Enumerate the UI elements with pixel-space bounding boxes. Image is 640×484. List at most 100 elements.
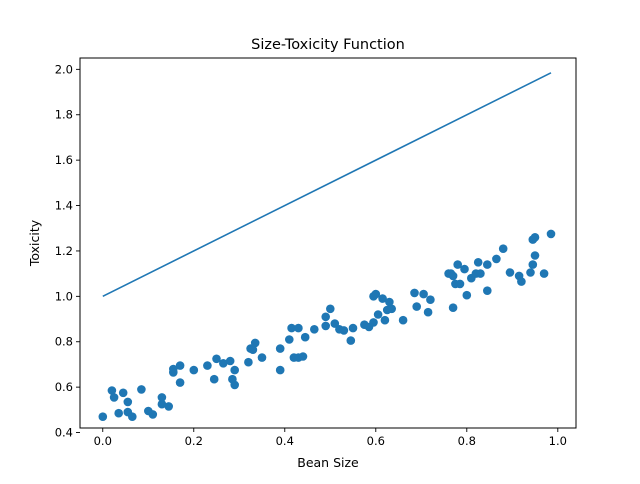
x-tick-label: 0.8: [458, 434, 476, 448]
chart-title: Size-Toxicity Function: [251, 37, 405, 53]
scatter-point: [483, 286, 492, 296]
scatter-point: [410, 288, 419, 298]
scatter-point: [530, 233, 540, 242]
x-axis-label: Bean Size: [297, 455, 359, 470]
scatter-point: [164, 402, 173, 411]
scatter-point: [298, 352, 308, 361]
scatter-point: [498, 244, 508, 253]
scatter-point: [230, 380, 239, 390]
scatter-point: [505, 268, 515, 277]
y-tick-label: 1.6: [55, 153, 73, 167]
scatter-point: [128, 412, 137, 422]
scatter-point: [326, 304, 335, 314]
scatter-point: [123, 397, 133, 407]
scatter-point: [175, 378, 185, 387]
scatter-point: [114, 408, 123, 418]
scatter-point: [294, 323, 303, 333]
scatter-point: [225, 356, 235, 366]
y-tick-label: 1.4: [55, 199, 73, 213]
scatter-point: [387, 304, 397, 314]
scatter-point: [380, 315, 390, 325]
scatter-point: [189, 365, 199, 375]
scatter-point: [426, 295, 435, 305]
scatter-point: [287, 323, 296, 333]
scatter-point: [107, 386, 117, 395]
scatter-point: [453, 260, 463, 269]
scatter-point: [373, 310, 383, 319]
scatter-point: [330, 319, 340, 328]
scatter-point: [378, 294, 387, 303]
scatter-point: [169, 368, 178, 377]
scatter-point: [321, 312, 331, 322]
x-tick-label: 1.0: [549, 434, 567, 448]
scatter-point: [462, 290, 472, 300]
y-axis-label: Toxicity: [27, 219, 42, 267]
scatter-point: [346, 336, 356, 345]
scatter-point: [539, 269, 549, 278]
plot-area: [98, 72, 556, 422]
scatter-point: [118, 388, 128, 398]
scatter-point: [310, 325, 319, 334]
scatter-point: [203, 361, 212, 370]
scatter-point: [385, 297, 394, 307]
scatter-point: [492, 254, 501, 264]
scatter-point: [109, 393, 119, 402]
scatter-point: [371, 289, 381, 299]
scatter-point: [517, 277, 526, 286]
scatter-point: [419, 289, 428, 299]
scatter-point: [321, 321, 331, 331]
x-tick-label: 0.4: [276, 434, 294, 448]
y-tick-label: 0.4: [55, 426, 73, 440]
y-tick-label: 2.0: [55, 62, 73, 76]
scatter-point: [528, 260, 538, 269]
scatter-point: [398, 315, 408, 325]
plot-frame: [79, 57, 577, 429]
x-tick-label: 0.0: [94, 434, 112, 448]
scatter-point: [137, 385, 146, 394]
scatter-point: [423, 307, 433, 317]
scatter-point: [250, 338, 260, 348]
scatter-point: [546, 229, 556, 239]
scatter-point: [98, 412, 108, 422]
scatter-point: [157, 393, 167, 402]
scatter-point: [209, 374, 219, 384]
scatter-point: [275, 365, 285, 375]
y-tick-label: 1.8: [55, 108, 73, 122]
scatter-point: [339, 326, 349, 335]
scatter-point: [230, 365, 239, 375]
scatter-point: [348, 323, 358, 333]
y-tick-label: 0.8: [55, 335, 73, 349]
axis-ticks: 0.0 0.2 0.4 0.6 0.8 1.0 0.4 0.6 0.8 1.0 1.2 1.4 1.6 1…: [55, 62, 567, 448]
scatter-point: [483, 260, 492, 269]
x-tick-label: 0.6: [367, 434, 385, 448]
x-tick-label: 0.2: [185, 434, 203, 448]
y-tick-label: 1.2: [55, 244, 73, 258]
y-tick-label: 1.0: [55, 289, 73, 303]
scatter-point: [244, 357, 253, 367]
scatter-point: [455, 279, 465, 289]
scatter-point: [219, 359, 228, 368]
scatter-point: [448, 303, 458, 313]
scatter-point: [157, 399, 167, 409]
scatter-point: [148, 410, 158, 419]
y-tick-label: 0.6: [55, 380, 73, 394]
scatter-point: [275, 344, 285, 353]
scatter-point: [526, 268, 535, 277]
scatter-point: [285, 335, 294, 344]
scatter-point: [257, 353, 267, 362]
scatter-point: [530, 251, 540, 260]
scatter-point: [448, 271, 458, 281]
scatter-point: [300, 332, 310, 342]
scatter-point: [473, 258, 483, 267]
scatter-point: [175, 361, 185, 370]
scatter-point: [412, 302, 422, 311]
scatter-point: [476, 269, 485, 278]
scatter-point: [369, 318, 378, 327]
scatter-point: [460, 264, 469, 274]
series-line: [102, 72, 552, 298]
scatter-point: [248, 345, 258, 355]
scatter-point: [212, 354, 221, 364]
